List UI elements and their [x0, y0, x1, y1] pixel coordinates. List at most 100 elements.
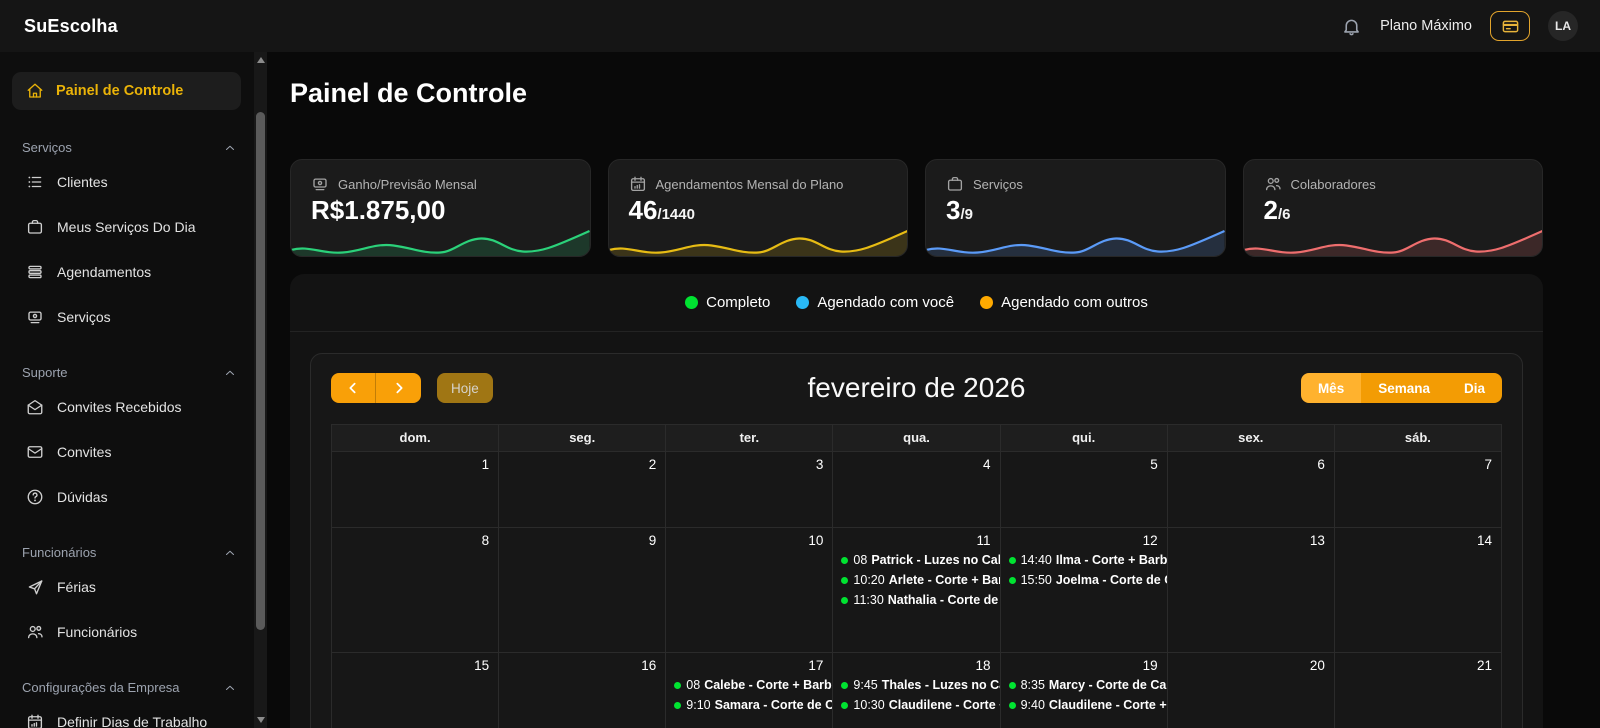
day-number: 19 — [1142, 658, 1158, 673]
rows-icon — [26, 263, 44, 281]
legend: Completo Agendado com você Agendado com ou… — [290, 274, 1543, 332]
event-status-dot-icon — [841, 556, 849, 564]
calendar-day-20[interactable]: 20 — [1168, 653, 1335, 728]
sidebar-item-definir-dias-de-trabalho[interactable]: Definir Dias de Trabalho — [12, 704, 241, 728]
event-status-dot-icon — [841, 681, 849, 689]
calendar-day-12[interactable]: 12 14:40 Ilma - Corte + Barba 15:50 Joelma -… — [1001, 528, 1168, 652]
calendar-day-5[interactable]: 5 — [1001, 452, 1168, 527]
scroll-down-arrow-icon[interactable] — [257, 717, 265, 723]
view-button-mes[interactable]: Mês — [1300, 373, 1362, 403]
sidebar-item-meus-servicos-do-dia[interactable]: Meus Serviços Do Dia — [12, 209, 241, 245]
sidebar-scrollbar[interactable] — [254, 52, 267, 728]
day-header-ter: ter. — [666, 425, 834, 451]
avatar[interactable]: LA — [1548, 11, 1578, 41]
stat-value: 3/9 — [926, 193, 1225, 223]
stat-value-suffix: /1440 — [657, 206, 695, 223]
calendar-day-3[interactable]: 3 — [666, 452, 834, 527]
day-number: 2 — [648, 457, 657, 472]
sidebar-item-duvidas[interactable]: Dúvidas — [12, 479, 241, 515]
prev-month-button[interactable] — [331, 373, 376, 403]
view-button-dia[interactable]: Dia — [1446, 373, 1502, 403]
calendar-day-21[interactable]: 21 — [1335, 653, 1501, 728]
sidebar-section-header-configuracoes-da-empresa[interactable]: Configurações da Empresa — [12, 680, 241, 695]
chevron-right-icon — [391, 380, 407, 396]
day-header-sex: sex. — [1168, 425, 1335, 451]
sidebar-section-header-servicos[interactable]: Serviços — [12, 140, 241, 155]
day-number: 21 — [1476, 658, 1492, 673]
sidebar-item-agendamentos[interactable]: Agendamentos — [12, 254, 241, 290]
sidebar-item-convites-recebidos[interactable]: Convites Recebidos — [12, 389, 241, 425]
stat-card-colaboradores: Colaboradores 2/6 — [1242, 159, 1543, 257]
calendar-week-row: 15 16 17 08 Calebe - Corte + Barba 9:10 Samara… — [332, 652, 1501, 728]
calendar-day-14[interactable]: 14 — [1335, 528, 1501, 652]
calendar-day-16[interactable]: 16 — [499, 653, 667, 728]
send-icon — [26, 578, 44, 596]
stat-value: 46/1440 — [609, 193, 908, 223]
sidebar-section-header-funcionarios[interactable]: Funcionários — [12, 545, 241, 560]
section-label: Suporte — [22, 365, 68, 380]
calendar-day-17[interactable]: 17 08 Calebe - Corte + Barba 9:10 Samara - C… — [666, 653, 834, 728]
calendar-day-6[interactable]: 6 — [1168, 452, 1335, 527]
scrollbar-thumb[interactable] — [256, 112, 265, 630]
calendar-grid: dom. seg. ter. qua. qui. sex. sáb. 1 2 3 4 5 6 7 8 9 10… — [331, 424, 1502, 728]
calendar-day-10[interactable]: 10 — [666, 528, 834, 652]
view-button-semana[interactable]: Semana — [1361, 373, 1447, 403]
sidebar-item-ferias[interactable]: Férias — [12, 569, 241, 605]
day-header-qui: qui. — [1001, 425, 1168, 451]
today-button[interactable]: Hoje — [437, 373, 493, 403]
day-number: 7 — [1484, 457, 1492, 472]
event-status-dot-icon — [1008, 556, 1016, 564]
day-header-sab: sáb. — [1404, 430, 1431, 445]
calendar-event[interactable]: 08 Calebe - Corte + Barba — [666, 675, 832, 695]
sidebar-item-label: Férias — [57, 579, 96, 595]
sidebar-item-funcionarios[interactable]: Funcionários — [12, 614, 241, 650]
calendar-day-4[interactable]: 4 — [833, 452, 1001, 527]
billing-button[interactable] — [1490, 11, 1530, 41]
event-title: Nathalia - Corte de Cabelo — [887, 593, 1000, 607]
sidebar-item-label: Painel de Controle — [56, 83, 184, 99]
section-label: Serviços — [22, 140, 72, 155]
event-time: 11:30 — [853, 593, 884, 607]
sidebar-item-convites[interactable]: Convites — [12, 434, 241, 470]
calendar-day-7[interactable]: 7 — [1335, 452, 1501, 527]
event-status-dot-icon — [841, 576, 849, 584]
sidebar-item-painel-de-controle[interactable]: Painel de Controle — [12, 72, 241, 110]
event-time: 10:30 — [853, 698, 885, 712]
calendar-day-9[interactable]: 9 — [499, 528, 667, 652]
sidebar-section-header-suporte[interactable]: Suporte — [12, 365, 241, 380]
day-number: 16 — [641, 658, 657, 673]
calendar-day-2[interactable]: 2 — [499, 452, 667, 527]
event-title: Thales - Luzes no Cabelo — [881, 678, 1000, 692]
scroll-up-arrow-icon[interactable] — [257, 57, 265, 63]
next-month-button[interactable] — [376, 373, 421, 403]
sidebar-item-clientes[interactable]: Clientes — [12, 164, 241, 200]
calendar-day-13[interactable]: 13 — [1168, 528, 1335, 652]
event-title: Calebe - Corte + Barba — [704, 678, 833, 692]
stat-card-ganho-previsao-mensal: Ganho/Previsão Mensal R$1.875,00 — [290, 159, 591, 257]
legend-label: Agendado com você — [817, 294, 955, 311]
legend-item-completo: Completo — [685, 294, 770, 311]
calendar-day-15[interactable]: 15 — [332, 653, 500, 728]
calendar-day-1[interactable]: 1 — [332, 452, 500, 527]
calendar-day-8[interactable]: 8 — [332, 528, 500, 652]
mail-icon — [26, 443, 44, 461]
calendar-event[interactable]: 14:40 Ilma - Corte + Barba — [1001, 550, 1167, 570]
legend-dot-icon — [796, 296, 810, 309]
sidebar-item-servicos[interactable]: Serviços — [12, 299, 241, 335]
bell-icon[interactable] — [1341, 16, 1362, 37]
home-icon — [26, 82, 44, 100]
day-number: 8 — [481, 533, 490, 548]
app-logo[interactable]: SuEscolha — [24, 15, 118, 36]
